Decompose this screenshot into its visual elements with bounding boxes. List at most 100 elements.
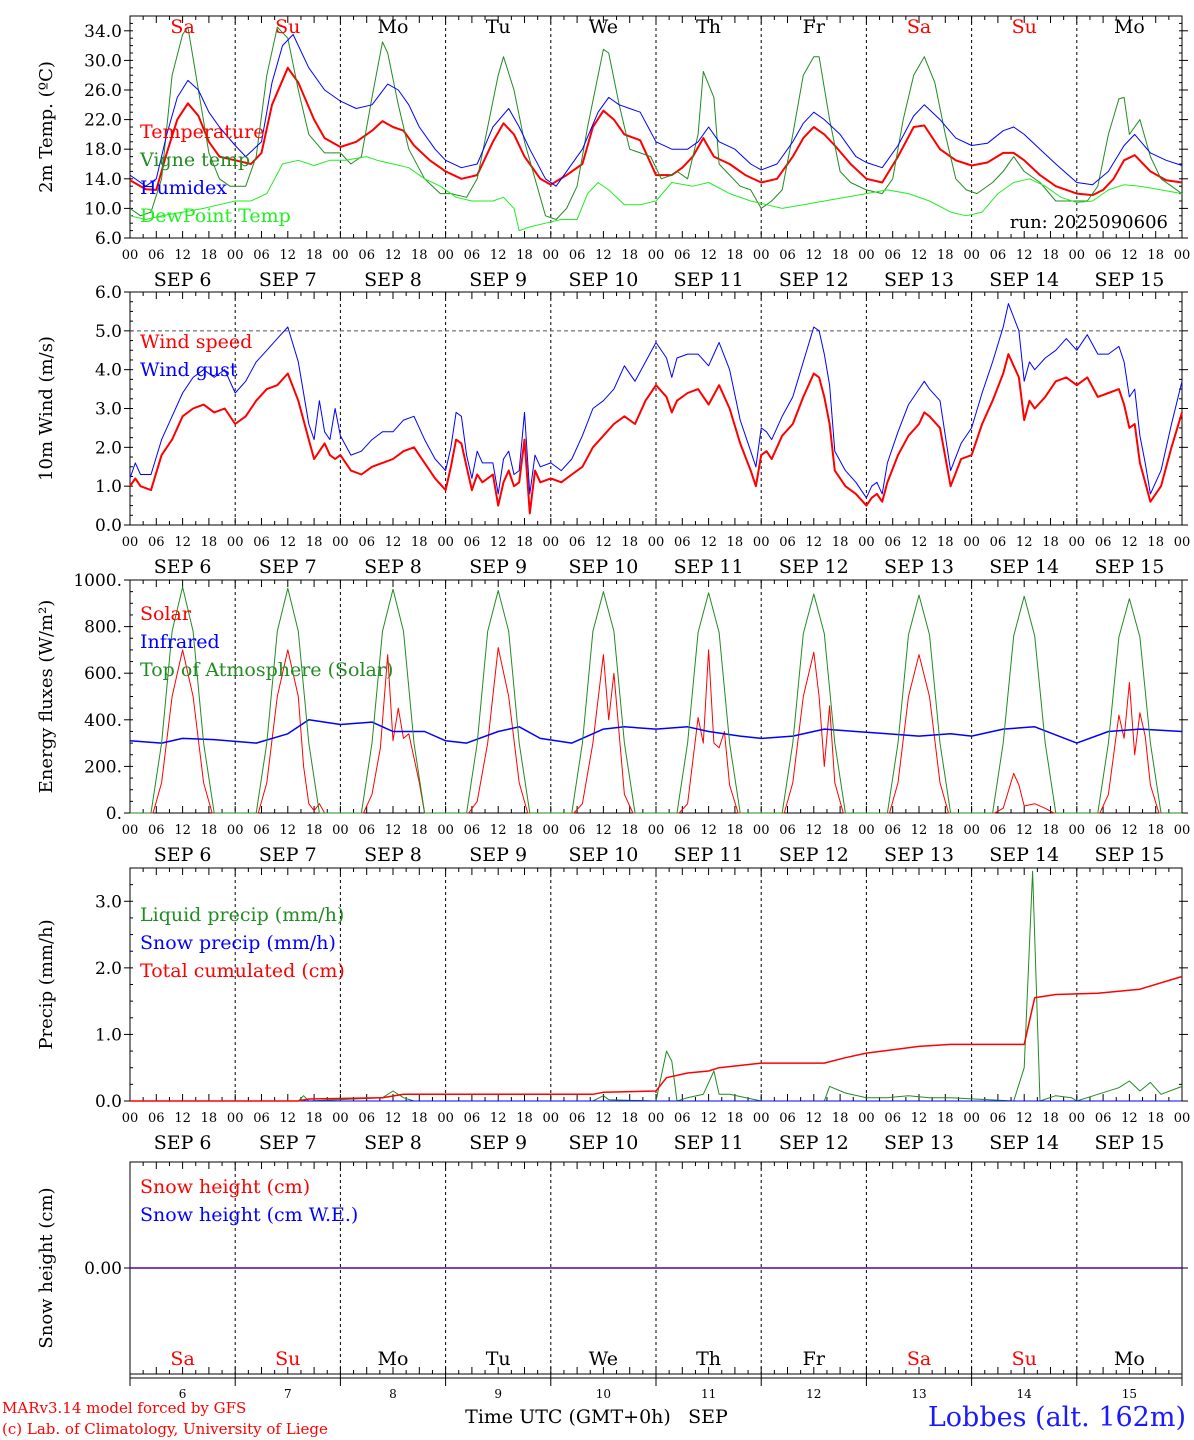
hour-label: 12 [1121,248,1138,263]
y-tick-label: 14.0 [84,170,122,190]
hour-label: 18 [1147,1111,1164,1126]
hour-label: 06 [1095,823,1112,838]
hour-label: 12 [806,1111,823,1126]
hour-label: 06 [884,1111,901,1126]
hour-label: 12 [700,248,717,263]
hour-label: 06 [148,823,165,838]
time-axis-title: Time UTC (GMT+0h) [465,1406,671,1428]
day-number: 15 [1122,1387,1137,1401]
hour-label: 12 [1121,1111,1138,1126]
hour-label: 12 [806,823,823,838]
date-label: SEP 6 [154,556,212,578]
hour-label: 18 [621,535,638,550]
hour-label: 18 [727,535,744,550]
y-tick-label: 1.0 [95,1025,122,1045]
hour-label: 00 [543,248,560,263]
y-tick-label: 3.0 [95,892,122,912]
hour-label: 12 [595,823,612,838]
weekday-label: Mo [378,16,409,38]
hour-label: 00 [122,823,139,838]
hour-label: 06 [674,1111,691,1126]
y-tick-label: 5.0 [95,322,122,342]
legend-entry: Infrared [140,631,220,653]
hour-label: 06 [253,535,270,550]
date-label: SEP 11 [674,556,744,578]
hour-label: 00 [963,535,980,550]
hour-label: 00 [648,823,665,838]
hour-label: 12 [490,823,507,838]
y-axis-label: 2m Temp. (ºC) [36,61,57,193]
date-label: SEP 10 [568,556,638,578]
legend-entry: Snow precip (mm/h) [140,932,336,954]
day-number: 11 [701,1387,716,1401]
day-number: 10 [596,1387,611,1401]
date-label: SEP 15 [1094,556,1164,578]
legend-entry: Wind gust [140,359,238,381]
hour-label: 12 [806,248,823,263]
date-label: SEP 15 [1094,1132,1164,1154]
hour-label: 06 [464,1111,481,1126]
date-label: SEP 15 [1094,844,1164,866]
date-label: SEP 14 [989,1132,1059,1154]
y-tick-label: 400. [84,711,122,731]
hour-label: 06 [779,248,796,263]
weekday-label: Su [275,1348,300,1370]
legend-entry: Liquid precip (mm/h) [140,904,344,926]
hour-label: 00 [1069,248,1086,263]
hour-label: 18 [727,248,744,263]
series-line-1 [129,66,1183,197]
hour-label: 18 [1147,535,1164,550]
hour-label: 00 [543,1111,560,1126]
hour-label: 00 [122,1111,139,1126]
hour-label: 12 [280,1111,297,1126]
hour-label: 12 [700,823,717,838]
y-axis-label: 10m Wind (m/s) [36,336,57,481]
weekday-label: We [589,1348,618,1370]
panel-4: 0.0 1.0 2.0 3.0 Precip (mm/h) Liquid precip (… [36,867,1190,1154]
hour-label: 18 [937,535,954,550]
hour-label: 12 [280,823,297,838]
hour-label: 12 [1121,535,1138,550]
hour-label: 18 [621,1111,638,1126]
weekday-label: Tu [486,1348,511,1370]
y-tick-label: 6.0 [95,283,122,303]
hour-label: 06 [884,823,901,838]
hour-label: 12 [490,248,507,263]
y-tick-label: 2.0 [95,959,122,979]
date-label: SEP 12 [779,844,849,866]
hour-label: 18 [937,1111,954,1126]
y-tick-label: 800. [84,618,122,638]
hour-label: 00 [227,248,244,263]
hour-label: 06 [253,1111,270,1126]
hour-label: 00 [753,1111,770,1126]
y-tick-label: 3.0 [95,400,122,420]
hour-label: 00 [858,535,875,550]
legend-entry: Solar [140,603,192,625]
day-number: 13 [911,1387,926,1401]
hour-label: 12 [174,823,191,838]
y-tick-label: 0.00 [84,1259,122,1279]
hour-label: 00 [753,535,770,550]
y-tick-label: 26.0 [84,81,122,101]
hour-label: 18 [832,823,849,838]
date-label: SEP 6 [154,1132,212,1154]
hour-label: 06 [674,248,691,263]
date-label: SEP 13 [884,1132,954,1154]
hour-label: 06 [569,535,586,550]
legend-entry: Snow height (cm W.E.) [140,1204,358,1226]
date-label: SEP 8 [364,556,422,578]
hour-label: 12 [280,248,297,263]
hour-label: 00 [332,823,349,838]
y-tick-label: 2.0 [95,438,122,458]
weekday-label: Sa [170,16,194,38]
hour-label: 00 [963,1111,980,1126]
y-tick-label: 1.0 [95,477,122,497]
hour-label: 18 [1042,823,1059,838]
weekday-label: Sa [907,1348,931,1370]
panel-1: 6.0 10.0 14.0 18.0 22.0 26.0 30.0 34.0 2m Temp. … [36,15,1190,291]
hour-label: 18 [516,535,533,550]
legend-entry: Snow height (cm) [140,1176,310,1198]
hour-label: 06 [358,1111,375,1126]
panel-2: 0.0 1.0 2.0 3.0 4.0 5.0 6.0 10m Wind (m/s) Wind … [36,283,1190,578]
date-label: SEP 8 [364,1132,422,1154]
